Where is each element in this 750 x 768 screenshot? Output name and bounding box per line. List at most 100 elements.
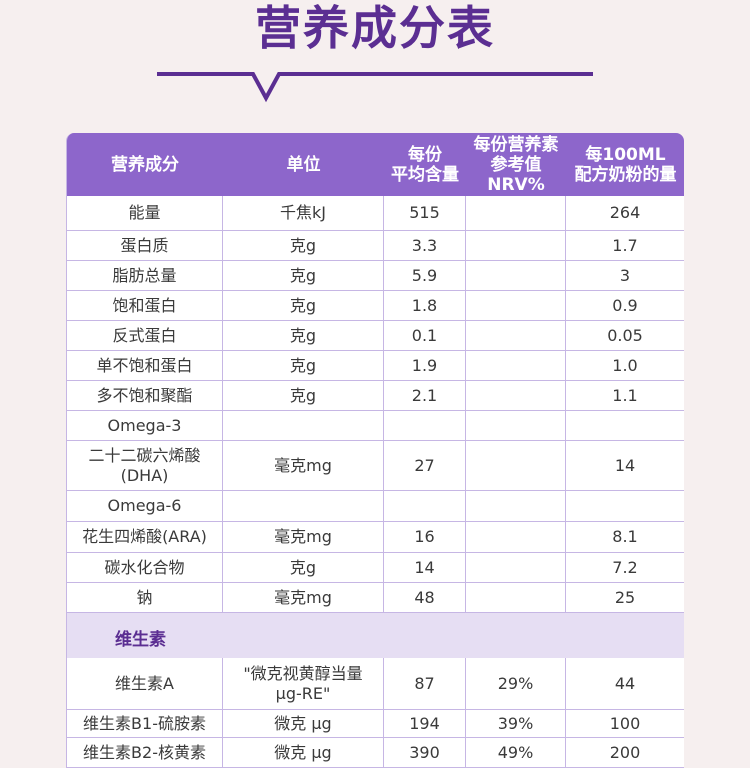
cell-text: 49% xyxy=(497,742,534,762)
table-cell: 微克 μg xyxy=(223,738,384,768)
section-label: 维生素 xyxy=(115,630,166,650)
cell-text: 克g xyxy=(289,325,317,345)
table-cell: 264 xyxy=(566,196,684,231)
cell-text: 克g xyxy=(289,355,317,375)
table-cell: 39% xyxy=(466,710,566,738)
page-title: 营养成分表 xyxy=(255,1,495,55)
table-cell: 克g xyxy=(223,261,384,291)
cell-text: 29% xyxy=(497,673,534,693)
cell-text: 花生四烯酸(ARA) xyxy=(82,527,207,546)
table-cell: 87 xyxy=(384,658,466,710)
cell-text: 单不饱和蛋白 xyxy=(96,355,193,375)
header-cell: 营养成分 xyxy=(67,133,223,196)
table-cell xyxy=(466,583,566,613)
table-cell: 多不饱和聚酯 xyxy=(67,381,223,411)
table-cell: 千焦kJ xyxy=(223,196,384,231)
table-cell: 维生素B2-核黄素 xyxy=(67,738,223,768)
table-cell: 25 xyxy=(566,583,684,613)
table-cell: 29% xyxy=(466,658,566,710)
table-cell: 克g xyxy=(223,553,384,583)
table-cell xyxy=(466,261,566,291)
table-cell: 二十二碳六烯酸 (DHA) xyxy=(67,441,223,491)
cell-text: 碳水化合物 xyxy=(104,557,185,577)
table-cell xyxy=(466,321,566,351)
cell-text: Omega-3 xyxy=(107,415,182,435)
cell-text: 14 xyxy=(614,455,636,475)
table-cell: 14 xyxy=(384,553,466,583)
cell-text: 48 xyxy=(414,587,435,607)
table-cell: 1.9 xyxy=(384,351,466,381)
cell-text: "微克视黄醇当量 xyxy=(243,663,363,683)
table-cell: 390 xyxy=(384,738,466,768)
cell-text: 1.8 xyxy=(411,295,438,315)
cell-text: 每份 xyxy=(408,144,442,165)
table-cell xyxy=(466,381,566,411)
table-cell: 钠 xyxy=(67,583,223,613)
cell-text: 194 xyxy=(409,713,440,733)
cell-text: 反式蛋白 xyxy=(112,325,177,345)
cell-text: 蛋白质 xyxy=(120,235,169,255)
cell-text: 维生素B1-硫胺素 xyxy=(83,713,206,733)
section-band xyxy=(67,613,684,658)
table-cell: 515 xyxy=(384,196,466,231)
cell-text: 16 xyxy=(414,527,435,546)
table-cell: 维生素B1-硫胺素 xyxy=(67,710,223,738)
header-cell: 每份 平均含量 xyxy=(384,133,466,196)
cell-text: 87 xyxy=(414,673,435,693)
table-cell: 单不饱和蛋白 xyxy=(67,351,223,381)
table-cell: 维生素A xyxy=(67,658,223,710)
cell-text: 千焦kJ xyxy=(280,203,326,222)
cell-text: 0.1 xyxy=(411,325,438,345)
header-cell: 每份营养素 参考值NRV% xyxy=(466,133,566,196)
table-cell: 脂肪总量 xyxy=(67,261,223,291)
table-cell xyxy=(466,553,566,583)
cell-text: 14 xyxy=(414,557,435,577)
table-cell: 8.1 xyxy=(566,522,684,553)
cell-text: 平均含量 xyxy=(391,164,459,185)
table-cell xyxy=(566,411,684,441)
table-cell: Omega-6 xyxy=(67,491,223,522)
table-cell: 194 xyxy=(384,710,466,738)
cell-text: 8.1 xyxy=(612,527,638,546)
cell-text: 微克 μg xyxy=(274,713,332,733)
cell-text: 39% xyxy=(497,713,534,733)
cell-text: 参考值NRV% xyxy=(487,154,545,195)
table-cell: 200 xyxy=(566,738,684,768)
cell-text: 营养成分 xyxy=(111,154,179,175)
table-cell: 毫克mg xyxy=(223,441,384,491)
cell-text: Omega-6 xyxy=(107,496,182,515)
table-cell: 27 xyxy=(384,441,466,491)
cell-text: 克g xyxy=(289,557,317,577)
table-cell xyxy=(384,491,466,522)
table-cell: 16 xyxy=(384,522,466,553)
cell-text: 脂肪总量 xyxy=(112,265,177,285)
table-cell xyxy=(466,411,566,441)
cell-text: 每100ML xyxy=(585,144,666,165)
table-cell: 1.7 xyxy=(566,231,684,261)
table-cell xyxy=(466,291,566,321)
table-cell xyxy=(466,441,566,491)
cell-text: 二十二碳六烯酸 xyxy=(88,445,201,465)
table-cell: 5.9 xyxy=(384,261,466,291)
table-cell xyxy=(223,411,384,441)
cell-text: 3.3 xyxy=(411,235,438,255)
table-cell: 3.3 xyxy=(384,231,466,261)
table-cell: 100 xyxy=(566,710,684,738)
table-cell: 微克 μg xyxy=(223,710,384,738)
cell-text: 每份营养素 xyxy=(473,134,559,155)
cell-text: 1.7 xyxy=(612,235,638,255)
table-cell xyxy=(384,411,466,441)
cell-text: 微克 μg xyxy=(274,742,332,762)
table-cell: 49% xyxy=(466,738,566,768)
cell-text: 单位 xyxy=(286,154,321,175)
cell-text: 克g xyxy=(289,265,317,285)
table-cell: 毫克mg xyxy=(223,522,384,553)
table-cell xyxy=(466,522,566,553)
table-cell: 能量 xyxy=(67,196,223,231)
cell-text: 3 xyxy=(619,265,631,285)
table-cell: 毫克mg xyxy=(223,583,384,613)
cell-text: 200 xyxy=(609,742,641,762)
table-cell: 48 xyxy=(384,583,466,613)
cell-text: 5.9 xyxy=(411,265,438,285)
cell-text: 1.0 xyxy=(612,355,638,375)
